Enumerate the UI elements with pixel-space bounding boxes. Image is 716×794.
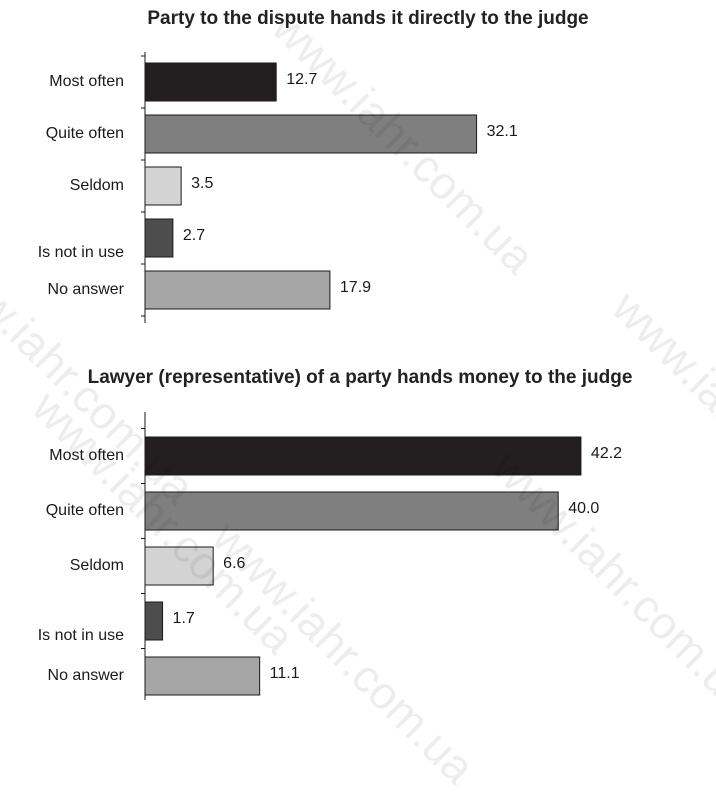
chart-1-bar — [144, 270, 331, 310]
chart-1-value-label: 3.5 — [191, 175, 213, 192]
chart-2-category-label: Seldom — [70, 557, 124, 574]
chart-2-category-label: Quite often — [46, 502, 124, 519]
chart-1-title: Party to the dispute hands it directly t… — [147, 8, 589, 29]
chart-1-value-label: 32.1 — [487, 123, 518, 140]
chart-1-bar — [144, 62, 277, 102]
chart-2-title: Lawyer (representative) of a party hands… — [87, 367, 633, 388]
chart-1-value-label: 17.9 — [340, 279, 371, 296]
chart-2-bar — [144, 436, 582, 476]
chart-1-bar — [144, 114, 478, 154]
chart-1-value-label: 12.7 — [286, 71, 317, 88]
chart-2-bar — [144, 546, 214, 586]
chart-1-category-label: Quite often — [46, 125, 124, 142]
chart-2-value-label: 42.2 — [591, 445, 622, 462]
chart-2-value-label: 1.7 — [173, 610, 195, 627]
chart-1-category-label: Seldom — [70, 177, 124, 194]
bar-charts-svg: Most often 12.7 Quite often 32.1 Seldom 3.5 Is… — [38, 52, 622, 700]
chart-1-bar — [144, 166, 182, 206]
chart-1-value-label: 2.7 — [183, 227, 205, 244]
chart-2-value-label: 40.0 — [568, 500, 599, 517]
chart-1-category-label: Most often — [49, 73, 124, 90]
chart-2-value-label: 6.6 — [223, 555, 245, 572]
chart-2-bar — [144, 491, 559, 531]
chart-2-bar — [144, 601, 164, 641]
chart-2-bar — [144, 656, 261, 696]
chart-2-value-label: 11.1 — [270, 665, 300, 682]
chart-1-bar — [144, 218, 174, 258]
chart-1-category-label: Is not in use — [38, 244, 124, 261]
chart-2-category-label: No answer — [48, 667, 125, 684]
chart-1-category-label: No answer — [48, 281, 125, 298]
chart-2-category-label: Most often — [49, 447, 124, 464]
chart-2-category-label: Is not in use — [38, 627, 124, 644]
